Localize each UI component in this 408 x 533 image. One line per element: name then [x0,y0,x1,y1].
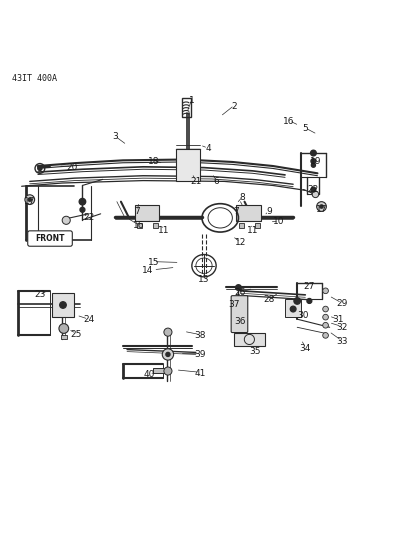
Circle shape [312,191,319,198]
Circle shape [323,314,328,320]
Text: 41: 41 [194,369,206,377]
Circle shape [311,187,316,192]
Text: 18: 18 [148,157,159,166]
Text: 34: 34 [299,344,311,353]
Bar [182,98,191,117]
Text: 8: 8 [239,193,245,202]
Circle shape [323,322,328,328]
Bar [135,205,160,221]
Text: 40: 40 [144,370,155,379]
Bar [153,368,166,373]
Text: 21: 21 [190,177,202,186]
Text: 11: 11 [247,225,258,235]
Circle shape [162,349,174,360]
Circle shape [25,195,35,205]
Circle shape [166,352,170,357]
Circle shape [62,216,70,224]
Text: 30: 30 [297,311,309,320]
Text: 9: 9 [266,207,272,216]
Text: 13: 13 [198,275,210,284]
Text: 26: 26 [235,288,246,297]
Circle shape [317,201,326,212]
FancyBboxPatch shape [231,296,248,333]
Text: 7: 7 [233,207,239,216]
Circle shape [320,205,323,208]
Text: 11: 11 [158,227,169,236]
Bar [239,223,244,228]
Circle shape [323,333,328,338]
Text: 33: 33 [336,337,348,346]
Circle shape [80,207,85,212]
Text: 3: 3 [112,132,118,141]
Text: 1: 1 [189,96,195,105]
Text: 28: 28 [263,295,275,304]
Circle shape [323,288,328,294]
Text: 2: 2 [232,102,237,111]
Text: 29: 29 [336,300,348,308]
Circle shape [38,166,42,171]
Text: 16: 16 [133,222,145,230]
Bar [236,205,261,221]
Text: 25: 25 [71,330,82,338]
Text: 23: 23 [34,290,46,300]
Text: 12: 12 [235,238,246,247]
Bar [285,299,301,317]
Circle shape [28,198,31,201]
Text: FRONT: FRONT [35,234,65,243]
Text: 19: 19 [310,157,321,166]
Text: 16: 16 [283,117,295,126]
Text: 31: 31 [332,316,344,325]
Text: 27: 27 [304,282,315,291]
Bar [52,293,74,317]
Circle shape [310,150,316,156]
Circle shape [59,324,69,333]
Circle shape [323,306,328,312]
Text: 6: 6 [213,177,219,186]
Text: 32: 32 [336,323,348,332]
Text: 5: 5 [302,124,308,133]
Text: 20: 20 [67,163,78,172]
Circle shape [311,159,316,164]
Text: 37: 37 [228,301,240,310]
Text: 22: 22 [308,185,319,194]
Text: 14: 14 [142,266,153,275]
Text: 24: 24 [83,316,94,325]
Text: 4: 4 [205,144,211,154]
Bar [60,335,67,340]
Circle shape [311,163,315,167]
Circle shape [164,328,172,336]
Bar [153,223,158,228]
Text: 38: 38 [194,331,206,340]
Text: 22: 22 [83,213,94,222]
Text: 17: 17 [24,197,35,206]
Text: 36: 36 [235,317,246,326]
Text: 43IT 400A: 43IT 400A [11,74,57,83]
Circle shape [60,302,66,308]
Text: 7: 7 [134,207,140,216]
Bar [175,149,200,181]
Bar [255,223,260,228]
FancyBboxPatch shape [28,231,72,246]
Circle shape [164,367,172,375]
Text: 10: 10 [273,217,285,227]
Circle shape [307,298,312,303]
Text: 17: 17 [316,205,327,214]
Circle shape [235,285,241,290]
Circle shape [290,306,296,312]
Bar [137,223,142,228]
Text: 35: 35 [249,347,260,356]
Circle shape [294,298,300,304]
Bar [234,333,265,345]
Text: 39: 39 [194,350,206,359]
Text: 15: 15 [148,258,159,267]
Circle shape [79,198,86,205]
